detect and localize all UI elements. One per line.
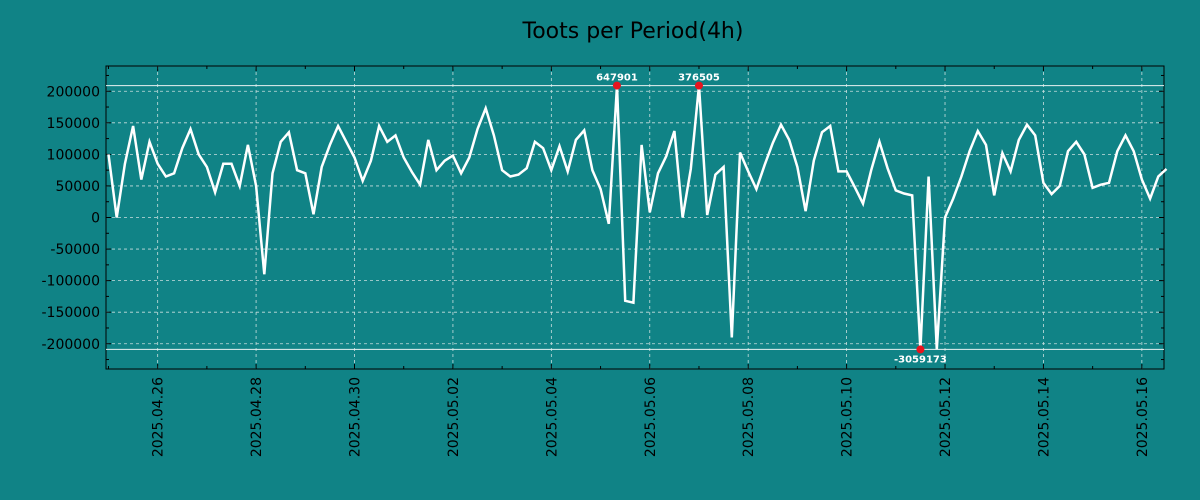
x-tick-label: 2025.05.02 [446,377,462,457]
y-axis: 200000 150000 100000 50000 0 -50000 -100000 -15… [42,74,1164,361]
x-tick-label: 2025.05.10 [840,377,856,457]
x-tick-label: 2025.05.14 [1036,377,1052,457]
x-tick-label: 2025.05.04 [544,377,560,457]
x-tick-label: 2025.04.28 [249,377,265,457]
series-line-toots [107,85,1168,350]
x-tick-label: 2025.05.16 [1135,377,1151,457]
y-tick-label: -200000 [42,337,101,353]
x-tick-label: 2025.05.12 [938,377,954,457]
annotations-group: 647901 376505 -3059173 [596,73,947,366]
annotation-label: -3059173 [894,354,947,365]
y-tick-label: 100000 [47,147,100,163]
annotation-marker [612,81,621,90]
series-group [107,85,1168,350]
x-tick-label: 2025.04.26 [151,377,167,457]
grid [106,66,1164,369]
annotation-label: 647901 [596,73,638,84]
x-tick-label: 2025.05.06 [643,377,659,457]
y-tick-label: 200000 [47,84,100,100]
x-tick-label: 2025.04.30 [348,377,364,457]
annotation-label: 376505 [678,73,720,84]
annotation-marker [694,81,703,90]
y-tick-label: -50000 [50,242,100,258]
reference-lines [106,85,1164,350]
y-tick-label: 150000 [47,116,100,132]
chart-title: Toots per Period(4h) [522,19,744,44]
y-tick-label: -150000 [42,305,101,321]
y-tick-label: 50000 [55,179,100,195]
x-axis: 2025.04.26 2025.04.28 2025.04.30 2025.05.02… [107,66,1151,457]
annotation-marker [916,345,925,354]
x-tick-label: 2025.05.08 [741,377,757,457]
y-tick-label: 0 [91,211,100,227]
y-tick-label: -100000 [42,274,101,290]
